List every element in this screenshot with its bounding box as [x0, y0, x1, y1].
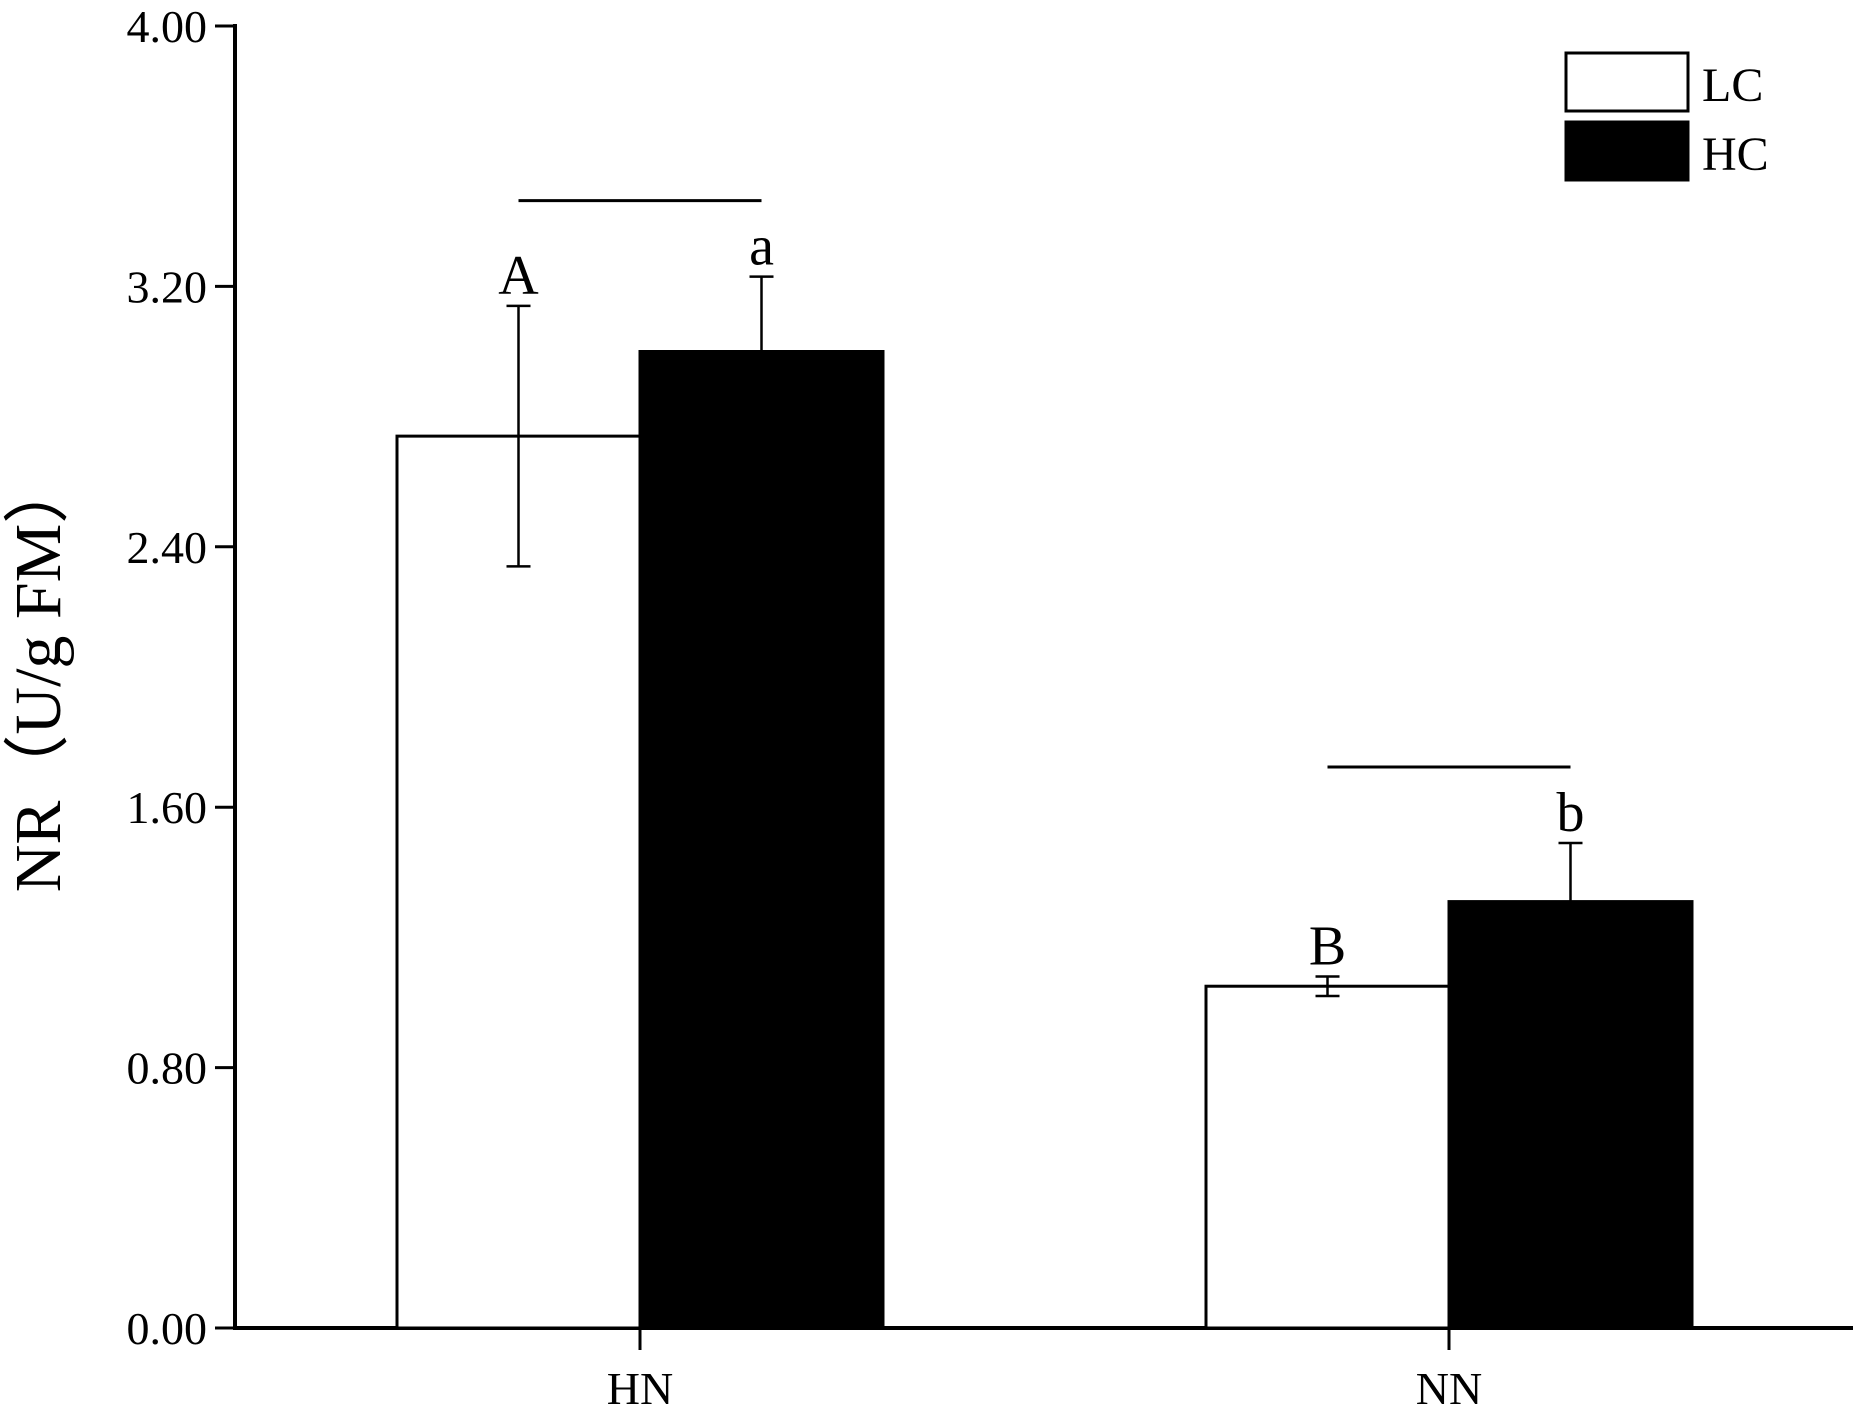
bar-hc-hn [638, 350, 885, 1330]
legend: LC HC [1564, 51, 1769, 182]
legend-label-lc: LC [1702, 59, 1763, 112]
legend-swatch-hc [1564, 120, 1690, 182]
significance-letter: A [498, 245, 539, 307]
y-tick-label: 3.20 [127, 261, 208, 312]
y-axis-label: NR（U/g FM） [2, 458, 75, 893]
y-tick-label: 1.60 [127, 782, 208, 833]
bar-hc-nn [1447, 900, 1694, 1330]
bar-lc-hn [395, 434, 642, 1330]
legend-swatch-lc [1564, 51, 1690, 113]
y-tick-label: 4.00 [127, 1, 208, 52]
x-tick-label: HN [607, 1363, 673, 1414]
significance-letter: b [1557, 782, 1585, 844]
legend-label-hc: HC [1702, 128, 1769, 181]
significance-letter: a [749, 216, 774, 278]
y-tick-label: 0.00 [127, 1303, 208, 1354]
y-tick-label: 0.80 [127, 1043, 208, 1094]
x-tick-label: NN [1416, 1363, 1482, 1414]
bar-lc-nn [1204, 984, 1451, 1330]
significance-letter: B [1309, 915, 1346, 977]
y-tick-label: 2.40 [127, 522, 208, 573]
